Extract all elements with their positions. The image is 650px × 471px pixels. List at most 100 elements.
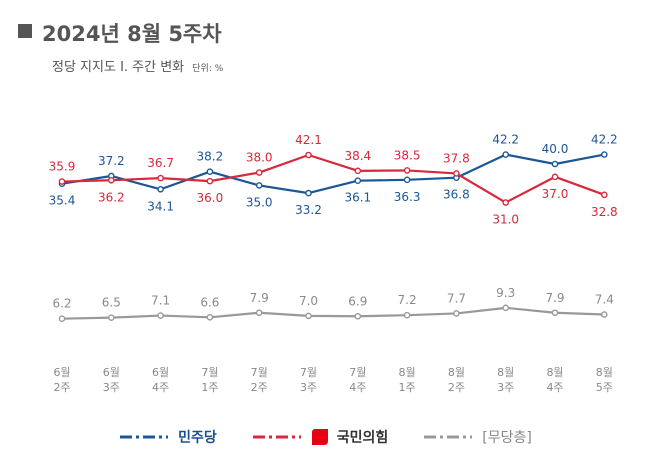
- x-tick-label: 8월: [497, 366, 514, 379]
- data-point-none: [502, 304, 510, 312]
- legend-label-democratic: 민주당: [178, 430, 217, 446]
- series-line-none: [61, 306, 605, 320]
- data-point-ppp: [206, 177, 214, 185]
- data-point-ppp: [502, 199, 510, 206]
- data-label-none: 6.9: [348, 294, 367, 308]
- data-point-none: [453, 310, 460, 317]
- data-label-democratic: 36.3: [394, 190, 421, 204]
- legend-item-none: [무당층]: [422, 427, 532, 447]
- data-label-democratic: 35.4: [49, 194, 76, 208]
- data-point-ppp: [453, 170, 460, 177]
- data-label-democratic: 36.8: [443, 188, 470, 202]
- x-tick-label: 6월: [53, 366, 70, 379]
- data-label-none: 9.3: [496, 286, 515, 300]
- x-tick-label: 8월: [546, 366, 563, 379]
- data-label-none: 7.1: [151, 294, 170, 308]
- legend-item-ppp: 국민의힘: [251, 427, 389, 447]
- chart-title: 2024년 8월 5주차: [42, 22, 222, 46]
- x-tick-label: 7월: [201, 366, 218, 379]
- data-point-none: [601, 311, 608, 318]
- data-point-ppp: [601, 191, 608, 199]
- x-tick-label: 1주: [399, 381, 416, 394]
- data-label-ppp: 36.0: [197, 191, 224, 205]
- data-point-democratic: [354, 177, 362, 184]
- x-tick-label: 7월: [300, 366, 317, 379]
- data-point-ppp: [255, 169, 263, 176]
- x-tick-label: 2주: [53, 381, 70, 394]
- data-label-ppp: 32.8: [591, 205, 618, 219]
- data-point-none: [354, 312, 362, 320]
- data-label-democratic: 36.1: [344, 191, 371, 205]
- data-point-democratic: [601, 151, 608, 158]
- data-label-none: 6.2: [52, 297, 71, 311]
- data-label-ppp: 42.1: [295, 133, 322, 147]
- data-label-ppp: 31.0: [492, 213, 519, 227]
- data-label-democratic: 42.2: [591, 133, 618, 147]
- chart-header: 2024년 8월 5주차 정당 지지도 Ⅰ. 주간 변화 단위: %: [18, 18, 618, 78]
- data-point-ppp: [551, 173, 559, 181]
- data-point-democratic: [502, 151, 510, 158]
- data-label-none: 7.2: [398, 293, 417, 307]
- data-label-ppp: 38.4: [344, 149, 371, 163]
- x-tick-label: 2주: [448, 381, 465, 394]
- data-point-democratic: [551, 160, 559, 168]
- data-label-democratic: 33.2: [295, 203, 322, 217]
- data-point-none: [403, 311, 411, 319]
- data-point-ppp: [305, 151, 312, 159]
- data-label-democratic: 37.2: [98, 154, 125, 168]
- data-label-none: 7.4: [595, 293, 614, 307]
- x-tick-label: 6월: [103, 366, 120, 379]
- data-point-none: [58, 315, 66, 323]
- x-tick-label: 3주: [300, 381, 317, 394]
- chart-subtitle: 정당 지지도 Ⅰ. 주간 변화 단위: %: [52, 56, 223, 75]
- subtitle-text: 정당 지지도 Ⅰ. 주간 변화: [52, 60, 185, 75]
- data-point-none: [551, 309, 559, 317]
- legend-line-none-icon: [424, 435, 473, 439]
- chart-legend: 민주당 국민의힘 [무당층]: [0, 422, 650, 452]
- data-label-democratic: 42.2: [492, 133, 519, 147]
- x-tick-label: 8월: [596, 366, 613, 379]
- data-point-ppp: [108, 176, 115, 184]
- legend-line-democratic-icon: [120, 435, 169, 439]
- data-point-ppp: [354, 167, 362, 175]
- series-line-ppp: [61, 153, 605, 204]
- data-point-democratic: [206, 168, 214, 176]
- x-tick-label: 8월: [448, 366, 465, 379]
- x-tick-label: 3주: [497, 381, 514, 394]
- data-label-ppp: 37.8: [443, 151, 470, 165]
- data-point-democratic: [157, 185, 164, 193]
- data-label-none: 6.5: [102, 296, 121, 310]
- legend-label-ppp: 국민의힘: [336, 430, 389, 446]
- data-point-ppp: [58, 178, 66, 185]
- data-point-none: [206, 313, 214, 321]
- x-tick-label: 8월: [399, 366, 416, 379]
- data-label-none: 7.9: [250, 291, 269, 305]
- x-tick-label: 5주: [596, 381, 613, 394]
- data-label-democratic: 34.1: [147, 199, 174, 213]
- x-tick-label: 7월: [349, 366, 366, 379]
- legend-label-none: [무당층]: [482, 430, 532, 446]
- x-tick-label: 4주: [546, 381, 563, 394]
- x-tick-label: 1주: [201, 381, 218, 394]
- x-tick-label: 2주: [251, 381, 268, 394]
- x-tick-label: 3주: [103, 381, 120, 394]
- data-label-none: 7.7: [447, 291, 466, 305]
- x-tick-label: 7월: [251, 366, 268, 379]
- data-point-none: [157, 312, 164, 319]
- title-square-icon: [18, 24, 32, 38]
- data-label-ppp: 35.9: [49, 160, 76, 174]
- data-label-ppp: 37.0: [542, 187, 569, 201]
- line-chart: 35.4 37.2 34.1 38.2 35.0 33.2 36.1 36.3 36.8 42.2…: [49, 133, 618, 394]
- data-label-democratic: 38.2: [197, 150, 224, 164]
- unit-label: 단위: %: [192, 64, 224, 74]
- data-point-none: [255, 309, 263, 317]
- data-point-ppp: [157, 174, 164, 182]
- data-label-ppp: 36.2: [98, 190, 125, 204]
- x-tick-label: 4주: [152, 381, 169, 394]
- ppp-logo-icon: [311, 429, 328, 445]
- data-point-none: [108, 314, 115, 321]
- data-point-democratic: [305, 189, 312, 197]
- data-label-democratic: 35.0: [246, 195, 273, 209]
- legend-line-ppp-icon: [252, 435, 301, 439]
- data-label-ppp: 38.5: [394, 148, 421, 162]
